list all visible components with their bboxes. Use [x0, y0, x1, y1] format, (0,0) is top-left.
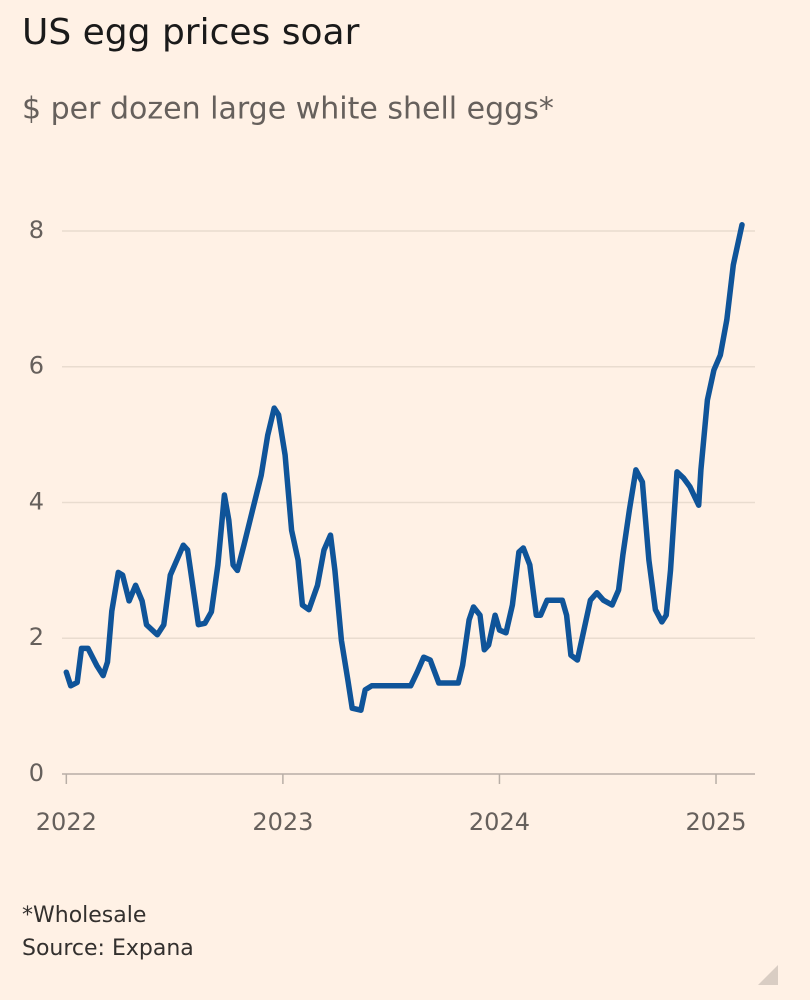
y-tick-label: 4 — [29, 487, 44, 515]
line — [63, 222, 745, 713]
source: Source: Expana — [22, 936, 194, 961]
y-tick-label: 2 — [29, 623, 44, 651]
y-tick-label: 8 — [29, 216, 44, 244]
chart-title: US egg prices soar — [22, 12, 360, 53]
x-tick-label: 2024 — [469, 808, 530, 836]
x-tick-label: 2025 — [685, 808, 746, 836]
resize-corner — [758, 965, 778, 985]
y-tick-label: 6 — [29, 352, 44, 380]
footnote: *Wholesale — [22, 903, 146, 928]
x-tick-label: 2022 — [36, 808, 97, 836]
x-tick-label: 2023 — [252, 808, 313, 836]
y-tick-label: 0 — [29, 759, 44, 787]
chart-subtitle: $ per dozen large white shell eggs* — [22, 92, 554, 127]
